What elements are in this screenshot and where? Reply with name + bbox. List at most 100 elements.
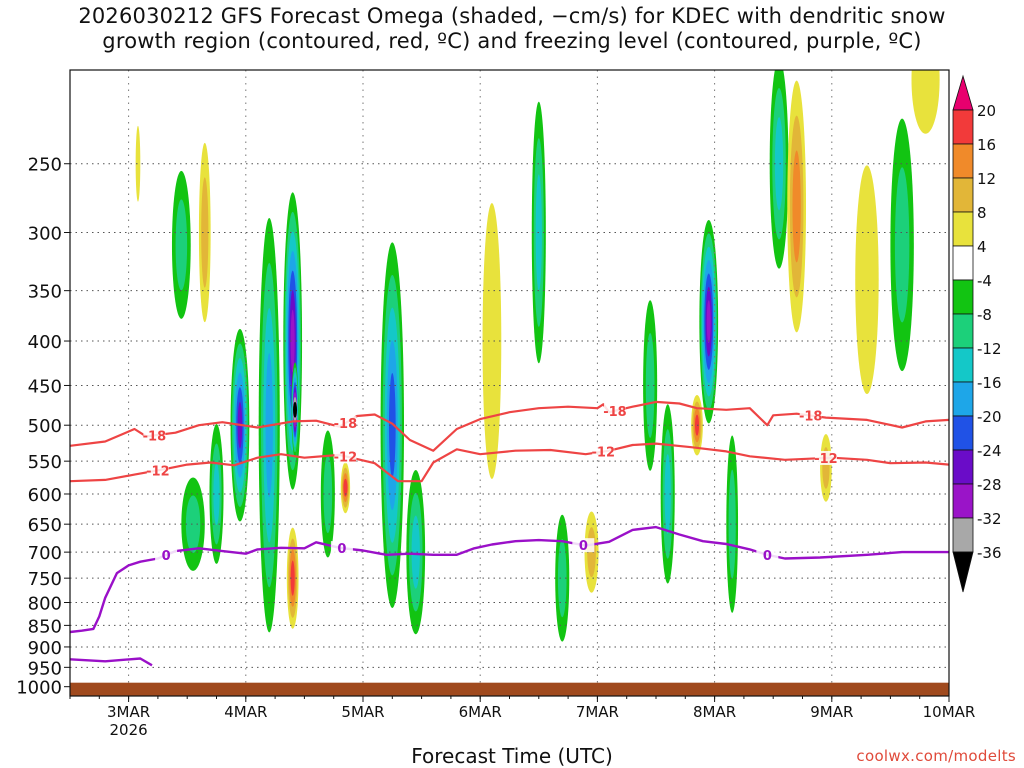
omega-cell [201, 177, 209, 288]
x-tick-label: 9MAR [810, 703, 853, 721]
colorbar-cell [952, 381, 974, 417]
omega-cell [185, 495, 201, 553]
freezing-level-lower-contour [70, 657, 153, 667]
colorbar-label: -28 [977, 476, 1002, 494]
omega-cell [557, 539, 567, 618]
y-axis: 2503003504004505005506006507007508008509… [16, 155, 70, 699]
y-tick-label: 350 [28, 282, 62, 303]
colorbar-label: -4 [977, 272, 992, 290]
minus12-contour-label: -12 [334, 450, 358, 465]
colorbar-label: -24 [977, 442, 1002, 460]
colorbar-cell [952, 415, 974, 451]
watermark[interactable]: coolwx.com/modelts [856, 747, 1016, 765]
minus12-contour [70, 442, 949, 483]
freezing-level-label: 0 [162, 549, 171, 564]
omega-cell [482, 203, 502, 479]
x-tick-label: 4MAR [224, 703, 267, 721]
y-tick-label: 750 [28, 569, 62, 590]
colorbar-cell [952, 551, 974, 593]
freezing-level-label: 0 [579, 539, 588, 554]
colorbar-label: 8 [977, 204, 987, 222]
y-tick-label: 650 [28, 515, 62, 536]
y-tick-label: 500 [28, 416, 62, 437]
y-tick-label: 550 [28, 452, 62, 473]
grid-lines [70, 70, 950, 696]
y-tick-label: 600 [28, 485, 62, 506]
minus18-contour-label-bg [334, 416, 357, 431]
colorbar-cell [952, 245, 974, 281]
y-tick-label: 800 [28, 594, 62, 615]
minus18-contour [70, 400, 949, 452]
colorbar: 20 16 12 8 4 -4 -8 -12 -16 -20 -24 -28 -32 -36 [952, 74, 1002, 593]
temperature-contours: -18 -18 -18 -18 -12 -12 -12 -12 0 0 0 0 [70, 400, 949, 667]
colorbar-label: 20 [977, 102, 996, 120]
x-tick-label: 5MAR [341, 703, 384, 721]
omega-cell [792, 150, 801, 263]
minus12-contour-label-bg [814, 450, 837, 465]
y-tick-label: 400 [28, 332, 62, 353]
x-tick-label: 10MAR [923, 703, 976, 721]
minus18-contour-label-bg [143, 428, 166, 443]
colorbar-cell [952, 211, 974, 247]
x-tick-label: 8MAR [693, 703, 736, 721]
omega-cell [706, 300, 711, 344]
colorbar-label: 4 [977, 238, 987, 256]
colorbar-cell [952, 177, 974, 213]
minus12-contour-label: -12 [146, 464, 170, 479]
colorbar-cell [952, 483, 974, 519]
colorbar-cell [952, 347, 974, 383]
omega-cell [290, 309, 295, 373]
omega-cell [728, 469, 736, 579]
colorbar-label: -36 [977, 544, 1002, 562]
omega-cell [290, 560, 295, 596]
omega-cell [323, 454, 333, 534]
minus18-contour-label: -18 [334, 417, 358, 432]
x-axis-title: Forecast Time (UTC) [411, 744, 613, 768]
freezing-level-label-bg [155, 548, 178, 563]
y-tick-label: 250 [28, 155, 62, 176]
freezing-level-label: 0 [763, 549, 772, 564]
minus18-contour-label: -18 [603, 405, 627, 420]
colorbar-cell [952, 74, 974, 111]
freezing-level-label-bg [756, 547, 779, 562]
minus18-contour-label-bg [603, 403, 626, 418]
colorbar-label: -16 [977, 374, 1002, 392]
chart-title: 2026030212 GFS Forecast Omega (shaded, −… [0, 4, 1024, 54]
chart-title-line1: 2026030212 GFS Forecast Omega (shaded, −… [78, 4, 946, 28]
minus12-contour-label-bg [592, 444, 615, 459]
x-tick-label: 6MAR [459, 703, 502, 721]
y-tick-label: 700 [28, 543, 62, 564]
omega-cell [774, 117, 784, 211]
y-tick-label: 450 [28, 376, 62, 397]
freezing-level-label: 0 [337, 542, 346, 557]
colorbar-label: -12 [977, 340, 1002, 358]
colorbar-label: 16 [977, 136, 996, 154]
colorbar-cell [952, 109, 974, 145]
omega-cell [135, 125, 141, 202]
minus18-contour-label: -18 [143, 429, 167, 444]
chart-title-line2: growth region (contoured, red, ºC) and f… [102, 29, 922, 53]
minus12-contour-label-bg [146, 463, 169, 478]
omega-cell [388, 372, 396, 478]
freezing-level-label-bg [572, 538, 595, 553]
minus12-contour-label: -12 [814, 452, 838, 467]
minus12-contour-label-bg [334, 449, 357, 464]
omega-cell [343, 478, 348, 497]
omega-cell [664, 454, 671, 534]
y-tick-label: 900 [28, 638, 62, 659]
omega-cell [911, 70, 940, 134]
freezing-level-label-bg [330, 541, 353, 556]
omega-cell [411, 515, 420, 589]
freezing-level-contour [70, 525, 949, 634]
minus18-contour-label: -18 [799, 410, 823, 425]
colorbar-label: 12 [977, 170, 996, 188]
colorbar-cell [952, 279, 974, 315]
colorbar-label: -20 [977, 408, 1002, 426]
minus18-contour-label-bg [799, 408, 822, 423]
colorbar-cell [952, 449, 974, 485]
colorbar-cell [952, 313, 974, 349]
minus12-contour-label: -12 [592, 446, 616, 461]
y-tick-label: 950 [28, 658, 62, 679]
